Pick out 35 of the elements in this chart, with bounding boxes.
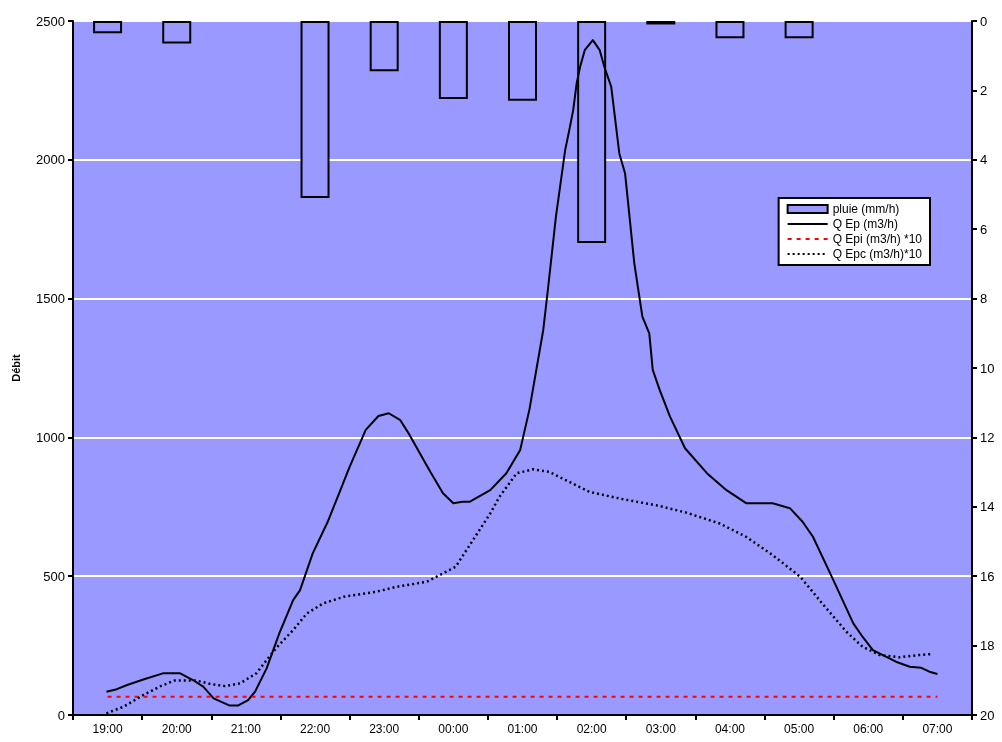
- y2-tick-label: 18: [980, 638, 995, 654]
- y-tick-label: 1000: [36, 429, 65, 445]
- x-tick-label: 20:00: [161, 722, 193, 736]
- legend-label: Q Epi (m3/h) *10: [832, 232, 923, 246]
- legend-label: Q Ep (m3/h): [832, 217, 898, 231]
- x-tick-label: 04:00: [714, 722, 746, 736]
- y2-tick-label: 6: [980, 221, 988, 237]
- legend-label: pluie (mm/h): [832, 202, 900, 216]
- x-tick-label: 01:00: [507, 722, 538, 736]
- x-tick-label: 02:00: [576, 722, 607, 736]
- x-tick-label: 03:00: [645, 722, 677, 736]
- x-tick-label: 07:00: [922, 722, 953, 736]
- y-axis-title: Débit: [9, 353, 22, 382]
- y2-tick-label: 2: [980, 82, 988, 98]
- y2-tick-label: 14: [980, 499, 995, 515]
- y2-tick-label: 20: [980, 707, 995, 723]
- y2-tick-label: 4: [980, 152, 988, 168]
- x-tick-label: 23:00: [369, 722, 400, 736]
- y2-tick-label: 10: [980, 360, 995, 376]
- y2-tick-label: 16: [980, 568, 995, 584]
- x-tick-label: 06:00: [853, 722, 884, 736]
- x-tick-label: 05:00: [784, 722, 815, 736]
- legend-label: Q Epc (m3/h)*10: [832, 247, 923, 261]
- y2-tick-label: 12: [980, 429, 995, 445]
- y-tick-label: 2500: [36, 13, 65, 29]
- y2-tick-label: 8: [980, 291, 988, 307]
- y-tick-label: 500: [43, 568, 65, 584]
- y-tick-label: 0: [57, 707, 65, 723]
- x-tick-label: 19:00: [92, 722, 123, 736]
- x-tick-label: 22:00: [300, 722, 331, 736]
- x-tick-label: 21:00: [230, 722, 262, 736]
- y2-tick-label: 0: [980, 13, 988, 29]
- y-tick-label: 1500: [36, 291, 65, 307]
- x-tick-label: 00:00: [438, 722, 469, 736]
- y-tick-label: 2000: [36, 152, 65, 168]
